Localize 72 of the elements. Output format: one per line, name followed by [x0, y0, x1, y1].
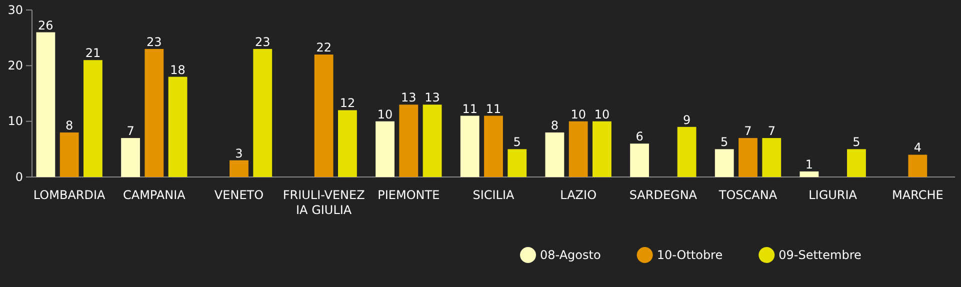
data-label: 13	[401, 90, 416, 105]
data-label: 7	[768, 124, 776, 138]
bar	[376, 121, 394, 177]
bar	[399, 104, 418, 177]
x-tick-label: LAZIO	[560, 188, 597, 202]
bar	[314, 54, 334, 177]
data-label: 22	[316, 40, 332, 55]
bar	[545, 132, 564, 177]
data-label: 11	[462, 102, 478, 116]
bar	[338, 110, 357, 177]
data-label: 21	[85, 46, 101, 60]
bar	[908, 154, 928, 177]
bar	[800, 171, 819, 177]
x-tick-label: TOSCANA	[718, 188, 778, 202]
data-label: 3	[235, 146, 243, 160]
bar	[121, 138, 140, 177]
bar	[677, 126, 696, 177]
y-tick-label: 30	[8, 2, 23, 17]
data-label: 4	[914, 140, 922, 155]
data-label: 11	[486, 102, 502, 116]
legend-label: 08-Agosto	[540, 248, 601, 262]
x-tick-label: LOMBARDIA	[33, 188, 106, 202]
bar	[592, 121, 612, 177]
x-tick-label: CAMPANIA	[122, 188, 186, 202]
bar	[253, 48, 272, 177]
bar	[738, 138, 758, 177]
data-label: 12	[340, 96, 356, 110]
data-label: 23	[254, 34, 270, 49]
legend-label: 09-Settembre	[778, 248, 862, 262]
data-label: 8	[66, 118, 74, 132]
x-tick-label: VENETO	[214, 188, 264, 202]
data-label: 1	[805, 157, 814, 172]
y-tick-label: 20	[8, 58, 23, 73]
bar	[508, 149, 527, 177]
data-label: 9	[682, 112, 691, 127]
bar	[714, 149, 734, 177]
bar	[484, 116, 503, 177]
data-label: 23	[146, 34, 162, 49]
data-label: 10	[570, 107, 586, 122]
data-label: 6	[636, 130, 644, 144]
data-label: 8	[550, 118, 559, 132]
data-label: 7	[126, 124, 134, 138]
data-label: 5	[720, 135, 728, 150]
data-label: 18	[170, 62, 186, 77]
data-label: 26	[38, 18, 54, 32]
bar	[60, 132, 79, 177]
bar	[168, 76, 188, 177]
data-label: 7	[744, 124, 752, 138]
data-label: 5	[852, 135, 860, 150]
bar	[36, 32, 56, 177]
bar	[144, 48, 164, 177]
x-tick-label: MARCHE	[892, 188, 944, 202]
y-tick-label: 0	[15, 170, 23, 184]
x-tick-label: SARDEGNA	[629, 188, 698, 202]
data-label: 13	[424, 90, 440, 105]
data-label: 10	[377, 107, 393, 122]
x-tick-label: FRIULI-VENEZIA GIULIA	[282, 188, 365, 217]
x-tick-label: SICILIA	[472, 188, 516, 202]
bar	[460, 116, 480, 177]
x-tick-label: LIGURIA	[808, 188, 858, 202]
bar	[847, 149, 866, 177]
legend-label: 10-Ottobre	[656, 248, 723, 262]
bar	[630, 144, 649, 177]
bar	[422, 104, 442, 177]
bar	[568, 121, 588, 177]
y-tick-label: 10	[8, 114, 23, 128]
x-tick-label: PIEMONTE	[378, 188, 440, 202]
data-label: 10	[594, 107, 610, 122]
bar	[762, 138, 782, 177]
bar	[84, 60, 102, 177]
data-label: 5	[513, 135, 521, 150]
bar	[230, 160, 248, 177]
